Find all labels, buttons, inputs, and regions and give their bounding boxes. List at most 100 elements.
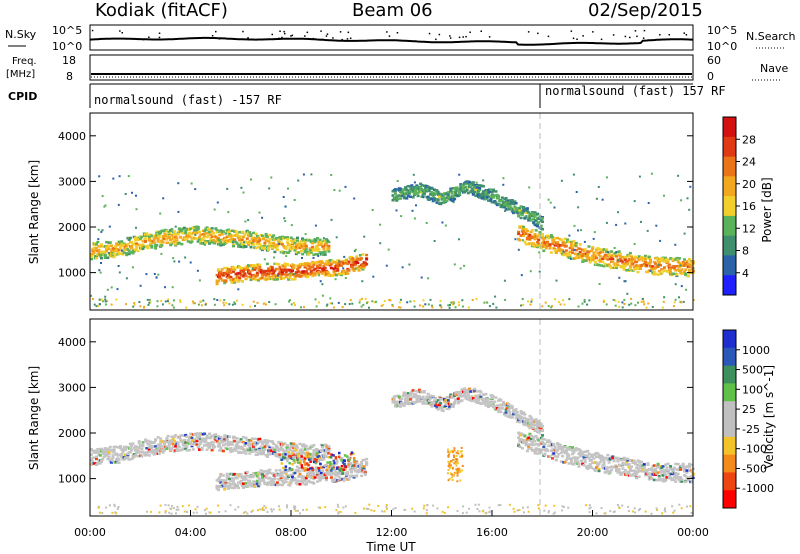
heatmap-cell	[218, 233, 222, 237]
heatmap-cell	[95, 256, 98, 260]
heatmap-cell	[287, 468, 291, 472]
colorbar-tick-label: 12	[742, 222, 756, 235]
heatmap-cell	[662, 266, 666, 269]
nsearch-point	[592, 31, 594, 33]
heatmap-cell	[348, 303, 351, 305]
heatmap-cell	[537, 242, 541, 245]
heatmap-cell	[572, 240, 576, 243]
freq-panel: Freq. [MHz] 18 8 60 0 Nave	[6, 54, 788, 83]
heatmap-cell	[331, 259, 335, 263]
heatmap-cell	[649, 261, 652, 264]
heatmap-cell	[466, 393, 470, 397]
heatmap-cell	[630, 255, 634, 258]
heatmap-cell	[588, 261, 592, 264]
heatmap-cell	[304, 483, 308, 486]
heatmap-cell	[463, 264, 466, 267]
heatmap-cell	[145, 273, 148, 276]
heatmap-cell	[394, 395, 397, 398]
heatmap-cell	[611, 455, 615, 458]
heatmap-cell	[97, 305, 100, 307]
heatmap-cell	[237, 280, 240, 283]
heatmap-cell	[361, 268, 365, 271]
heatmap-cell	[244, 482, 248, 485]
nsearch-point	[211, 35, 214, 37]
heatmap-cell	[536, 245, 539, 249]
heatmap-cell	[223, 299, 226, 301]
heatmap-cell	[559, 251, 563, 254]
nsearch-point	[438, 33, 441, 36]
heatmap-cell	[179, 235, 183, 239]
heatmap-cell	[426, 392, 430, 396]
nsearch-point	[572, 37, 575, 40]
heatmap-cell	[317, 248, 321, 251]
heatmap-cell	[196, 227, 200, 231]
heatmap-cell	[171, 236, 175, 239]
heatmap-cell	[600, 264, 603, 267]
heatmap-cell	[536, 437, 539, 440]
heatmap-cell	[469, 390, 473, 393]
heatmap-cell	[465, 397, 469, 401]
heatmap-cell	[415, 184, 419, 188]
heatmap-cell	[487, 191, 490, 195]
heatmap-cell	[252, 243, 256, 246]
heatmap-cell	[243, 475, 247, 478]
heatmap-cell	[240, 186, 243, 189]
heatmap-cell	[542, 239, 546, 242]
heatmap-cell	[326, 303, 329, 306]
heatmap-cell	[240, 451, 244, 454]
heatmap-cell	[689, 271, 693, 275]
heatmap-cell	[549, 251, 553, 254]
heatmap-cell	[453, 263, 456, 266]
heatmap-cell	[167, 443, 171, 447]
heatmap-cell	[509, 206, 513, 209]
heatmap-cell	[128, 236, 132, 240]
heatmap-cell	[573, 252, 577, 256]
heatmap-cell	[365, 461, 369, 464]
heatmap-cell	[252, 273, 256, 277]
heatmap-cell	[449, 187, 453, 190]
heatmap-cell	[169, 238, 173, 241]
heatmap-cell	[398, 306, 400, 309]
heatmap-cell	[646, 229, 649, 232]
heatmap-cell	[231, 241, 234, 244]
heatmap-cell	[185, 435, 189, 438]
heatmap-cell	[360, 297, 363, 300]
heatmap-cell	[548, 440, 552, 444]
heatmap-cell	[270, 479, 274, 482]
heatmap-cell	[637, 475, 641, 478]
heatmap-cell	[166, 241, 170, 244]
heatmap-cell	[630, 297, 633, 300]
heatmap-cell	[299, 475, 303, 478]
heatmap-cell	[397, 395, 401, 398]
heatmap-cell	[253, 276, 257, 280]
heatmap-cell	[553, 244, 557, 247]
heatmap-cell	[135, 445, 139, 449]
heatmap-cell	[148, 298, 151, 301]
heatmap-cell	[98, 298, 101, 301]
heatmap-cell	[459, 392, 463, 396]
heatmap-cell	[647, 202, 650, 204]
nsearch-point	[215, 30, 217, 33]
heatmap-cell	[480, 197, 484, 200]
heatmap-cell	[156, 436, 160, 439]
heatmap-cell	[588, 464, 592, 467]
heatmap-cell	[283, 273, 287, 276]
heatmap-cell	[636, 464, 640, 467]
heatmap-cell	[258, 480, 262, 484]
heatmap-cell	[204, 240, 208, 243]
heatmap-cell	[562, 250, 565, 253]
heatmap-cell	[291, 241, 294, 245]
heatmap-cell	[308, 474, 312, 477]
heatmap-cell	[314, 244, 318, 248]
heatmap-cell	[621, 255, 625, 259]
heatmap-cell	[106, 457, 110, 461]
heatmap-cell	[272, 234, 276, 237]
heatmap-cell	[597, 263, 601, 267]
heatmap-cell	[541, 233, 544, 236]
heatmap-cell	[209, 233, 213, 236]
nsky-panel: N.Sky 10^5 10^0 10^5 10^0 N.Search	[5, 24, 796, 53]
heatmap-cell	[564, 448, 568, 452]
heatmap-cell	[497, 194, 500, 198]
nsearch-point	[142, 38, 145, 41]
heatmap-cell	[534, 219, 538, 222]
